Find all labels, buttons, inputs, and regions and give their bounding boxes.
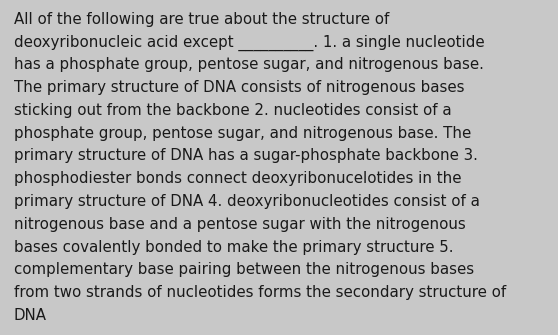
Text: phosphate group, pentose sugar, and nitrogenous base. The: phosphate group, pentose sugar, and nitr… bbox=[14, 126, 471, 141]
Text: phosphodiester bonds connect deoxyribonucelotides in the: phosphodiester bonds connect deoxyribonu… bbox=[14, 171, 461, 186]
Text: bases covalently bonded to make the primary structure 5.: bases covalently bonded to make the prim… bbox=[14, 240, 454, 255]
Text: nitrogenous base and a pentose sugar with the nitrogenous: nitrogenous base and a pentose sugar wit… bbox=[14, 217, 466, 232]
Text: deoxyribonucleic acid except __________. 1. a single nucleotide: deoxyribonucleic acid except __________.… bbox=[14, 35, 484, 51]
Text: DNA: DNA bbox=[14, 308, 47, 323]
Text: The primary structure of DNA consists of nitrogenous bases: The primary structure of DNA consists of… bbox=[14, 80, 464, 95]
Text: sticking out from the backbone 2. nucleotides consist of a: sticking out from the backbone 2. nucleo… bbox=[14, 103, 451, 118]
Text: complementary base pairing between the nitrogenous bases: complementary base pairing between the n… bbox=[14, 262, 474, 277]
Text: All of the following are true about the structure of: All of the following are true about the … bbox=[14, 12, 389, 27]
Text: from two strands of nucleotides forms the secondary structure of: from two strands of nucleotides forms th… bbox=[14, 285, 506, 300]
Text: has a phosphate group, pentose sugar, and nitrogenous base.: has a phosphate group, pentose sugar, an… bbox=[14, 57, 484, 72]
Text: primary structure of DNA 4. deoxyribonucleotides consist of a: primary structure of DNA 4. deoxyribonuc… bbox=[14, 194, 480, 209]
Text: primary structure of DNA has a sugar-phosphate backbone 3.: primary structure of DNA has a sugar-pho… bbox=[14, 148, 478, 163]
